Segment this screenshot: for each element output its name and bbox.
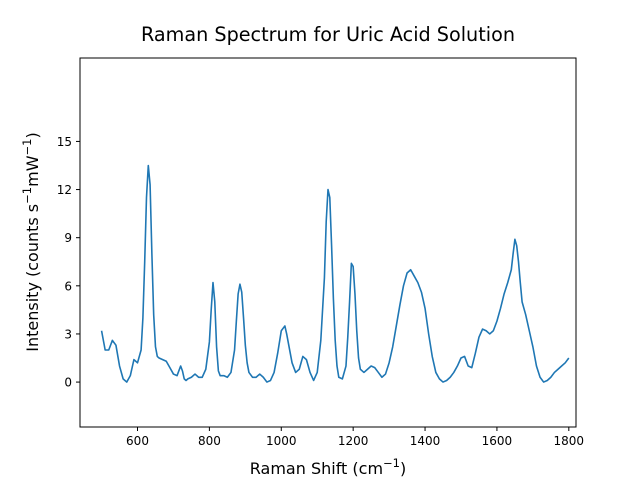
x-tick-label-600: 600 bbox=[126, 434, 149, 448]
x-axis-label-main: Raman Shift (cm bbox=[250, 459, 383, 478]
x-axis-ticks: 600 800 1000 1200 1400 1600 1800 bbox=[126, 427, 584, 448]
y-axis-ticks: 0 3 6 9 12 15 bbox=[57, 135, 80, 390]
y-axis-label-mid: mW bbox=[23, 155, 42, 187]
x-axis-label: Raman Shift (cm−1) bbox=[250, 456, 406, 478]
y-tick-label-3: 3 bbox=[64, 327, 72, 341]
x-tick-label-1400: 1400 bbox=[410, 434, 441, 448]
y-axis-label-tail: ) bbox=[23, 132, 42, 138]
series-line-0 bbox=[100, 164, 570, 383]
x-tick-label-1000: 1000 bbox=[266, 434, 297, 448]
y-tick-label-12: 12 bbox=[57, 183, 72, 197]
y-tick-label-6: 6 bbox=[64, 279, 72, 293]
x-tick-label-800: 800 bbox=[198, 434, 221, 448]
y-axis-label-exponent-2: −1 bbox=[20, 139, 34, 156]
y-axis-label: Intensity (counts s−1mW−1) bbox=[20, 132, 42, 351]
x-tick-label-1800: 1800 bbox=[554, 434, 585, 448]
x-tick-label-1200: 1200 bbox=[338, 434, 369, 448]
x-tick-label-1600: 1600 bbox=[482, 434, 513, 448]
y-axis-label-main: Intensity (counts s bbox=[23, 204, 42, 352]
y-tick-label-9: 9 bbox=[64, 231, 72, 245]
chart-title: Raman Spectrum for Uric Acid Solution bbox=[141, 23, 515, 46]
plot-area-frame bbox=[79, 57, 577, 428]
x-axis-label-exponent: −1 bbox=[383, 456, 400, 470]
y-tick-label-15: 15 bbox=[57, 135, 72, 149]
y-tick-label-0: 0 bbox=[64, 376, 72, 390]
y-axis-label-exponent-1: −1 bbox=[20, 187, 34, 204]
x-axis-label-tail: ) bbox=[400, 459, 406, 478]
plot-series-layer bbox=[100, 164, 570, 383]
